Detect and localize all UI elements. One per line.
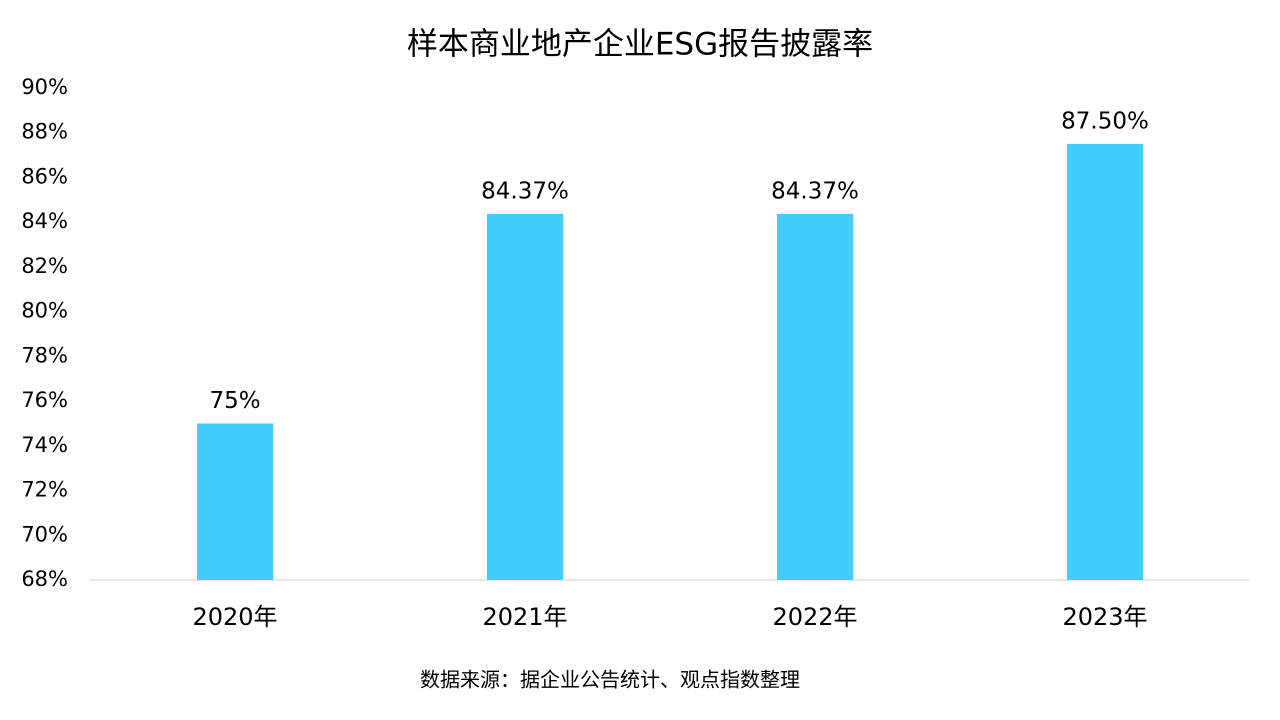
- y-tick-label: 70%: [21, 522, 68, 546]
- y-tick-label: 88%: [21, 120, 68, 144]
- value-label: 75%: [209, 388, 260, 414]
- y-tick-label: 76%: [21, 388, 68, 412]
- value-label: 84.37%: [481, 178, 569, 204]
- source-note: 数据来源：据企业公告统计、观点指数整理: [420, 668, 800, 692]
- chart-title: 样本商业地产企业ESG报告披露率: [407, 27, 873, 63]
- y-tick-label: 86%: [21, 164, 68, 188]
- y-tick-label: 74%: [21, 433, 68, 457]
- bar: [197, 423, 273, 580]
- value-label: 84.37%: [771, 178, 859, 204]
- y-tick-label: 80%: [21, 299, 68, 323]
- bar: [777, 213, 853, 580]
- y-tick-label: 84%: [21, 209, 68, 233]
- y-tick-label: 72%: [21, 478, 68, 502]
- bar: [487, 213, 563, 580]
- x-tick-label: 2022年: [772, 603, 857, 631]
- x-tick-label: 2021年: [482, 603, 567, 631]
- y-tick-label: 78%: [21, 343, 68, 367]
- x-tick-label: 2023年: [1062, 603, 1147, 631]
- y-tick-label: 90%: [21, 75, 68, 99]
- y-tick-label: 68%: [21, 567, 68, 591]
- value-label: 87.50%: [1061, 108, 1149, 134]
- bar: [1067, 143, 1143, 580]
- y-tick-label: 82%: [21, 254, 68, 278]
- x-tick-label: 2020年: [192, 603, 277, 631]
